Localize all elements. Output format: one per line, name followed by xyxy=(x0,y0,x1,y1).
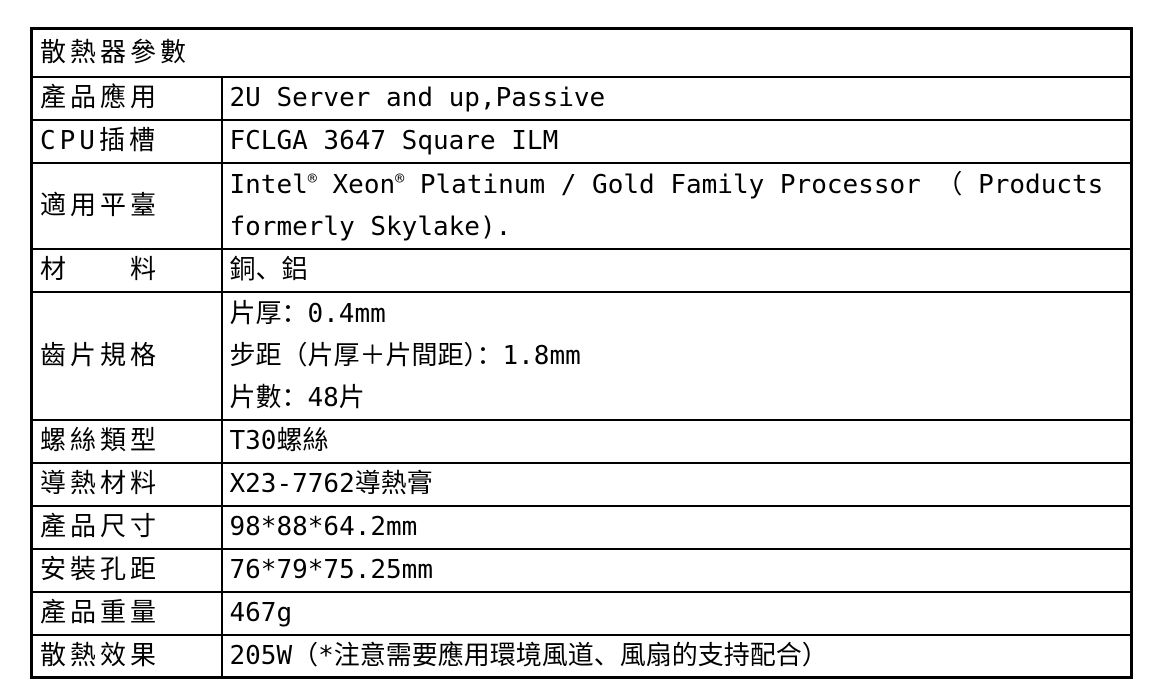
table-row-cpu-socket: CPU插槽 FCLGA 3647 Square ILM xyxy=(30,118,1133,164)
platform-text: Platinum / Gold Family Processor （ Produ… xyxy=(404,169,1104,200)
row-label: 齒片規格 xyxy=(30,290,223,421)
row-label: 導熱材料 xyxy=(30,461,223,507)
row-value: 98*88*64.2mm xyxy=(220,504,1133,550)
fin-spec-line: 片厚：0.4mm xyxy=(229,298,386,329)
row-label: 螺絲類型 xyxy=(30,418,223,464)
row-value: 205W（*注意需要應用環境風道、風扇的支持配合） xyxy=(220,633,1133,678)
table-title-row: 散熱器參數 xyxy=(30,27,1133,78)
table-row-platform: 適用平臺 Intel® Xeon® Platinum / Gold Family… xyxy=(30,161,1133,250)
row-label: 產品尺寸 xyxy=(30,504,223,550)
row-label: 安裝孔距 xyxy=(30,547,223,593)
row-value: FCLGA 3647 Square ILM xyxy=(220,118,1133,164)
table-title: 散熱器參數 xyxy=(30,27,1133,78)
platform-text: Intel xyxy=(229,169,308,200)
row-label: 材 料 xyxy=(30,247,223,293)
table-row-fin-spec: 齒片規格 片厚：0.4mm 步距（片厚＋片間距）：1.8mm 片數：48片 xyxy=(30,290,1133,421)
table-row-mounting-hole-pitch: 安裝孔距 76*79*75.25mm xyxy=(30,547,1133,593)
platform-text: Xeon xyxy=(316,169,396,200)
row-value: Intel® Xeon® Platinum / Gold Family Proc… xyxy=(220,161,1133,250)
fin-spec-line: 片數：48片 xyxy=(229,382,365,413)
table-row-screw-type: 螺絲類型 T30螺絲 xyxy=(30,418,1133,464)
platform-line-1: Intel® Xeon® Platinum / Gold Family Proc… xyxy=(229,165,1124,206)
row-value: 467g xyxy=(220,590,1133,636)
platform-line-2: formerly Skylake). xyxy=(229,211,512,242)
spec-table: 散熱器參數 產品應用 2U Server and up,Passive CPU插… xyxy=(30,27,1134,679)
table-row-product-size: 產品尺寸 98*88*64.2mm xyxy=(30,504,1133,550)
row-label: 散熱效果 xyxy=(30,633,223,678)
table-row-cooling-performance: 散熱效果 205W（*注意需要應用環境風道、風扇的支持配合） xyxy=(30,633,1133,678)
row-value: 2U Server and up,Passive xyxy=(220,75,1133,121)
row-label: 產品重量 xyxy=(30,590,223,636)
row-value: 76*79*75.25mm xyxy=(220,547,1133,593)
row-value: 片厚：0.4mm 步距（片厚＋片間距）：1.8mm 片數：48片 xyxy=(220,290,1133,421)
table-row-material: 材 料 銅、鋁 xyxy=(30,247,1133,293)
table-row-product-weight: 產品重量 467g xyxy=(30,590,1133,636)
fin-spec-line: 步距（片厚＋片間距）：1.8mm xyxy=(229,340,581,371)
row-value: X23-7762導熱膏 xyxy=(220,461,1133,507)
table-row-product-application: 產品應用 2U Server and up,Passive xyxy=(30,75,1133,121)
registered-trademark-icon: ® xyxy=(307,168,317,187)
registered-trademark-icon: ® xyxy=(395,168,405,187)
row-label: 適用平臺 xyxy=(30,161,223,250)
row-label: 產品應用 xyxy=(30,75,223,121)
row-label: CPU插槽 xyxy=(30,118,223,164)
row-value: T30螺絲 xyxy=(220,418,1133,464)
row-value: 銅、鋁 xyxy=(220,247,1133,293)
table-row-thermal-material: 導熱材料 X23-7762導熱膏 xyxy=(30,461,1133,507)
